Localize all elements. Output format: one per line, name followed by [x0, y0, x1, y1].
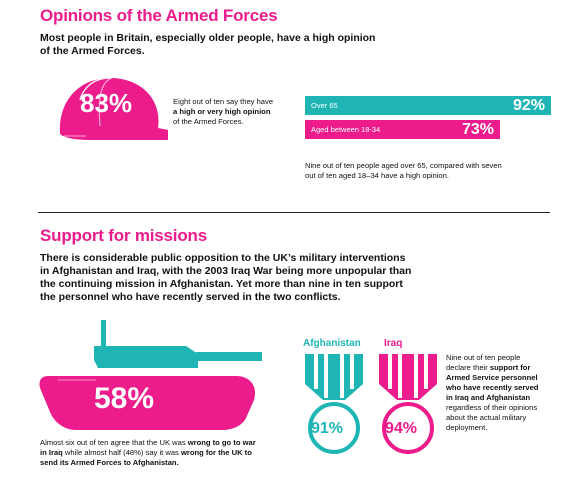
- medal-text-line: regardless of their opinions: [446, 403, 538, 412]
- medal-text-line: deployment.: [446, 423, 488, 432]
- section-lead-opinions: Most people in Britain, especially older…: [40, 32, 375, 58]
- medal-label-iraq: Iraq: [384, 338, 403, 349]
- note-line: out of ten aged 18–34 have a high opinio…: [305, 171, 449, 180]
- opinion-bar-percent: 73%: [461, 121, 494, 138]
- note-line: Nine out of ten people aged over 65, com…: [305, 161, 502, 170]
- helmet-text-bold: a high or very high opinion: [173, 107, 271, 116]
- section-title-opinions: Opinions of the Armed Forces: [40, 6, 278, 25]
- tank-text-line: Almost six out of ten agree that the UK …: [40, 438, 310, 448]
- tank-text-bold: wrong for the UK to: [180, 448, 252, 457]
- tank-text-bold: in Iraq: [40, 448, 63, 457]
- tank-percent: 58%: [94, 382, 155, 415]
- medal-text-line: Armed Service personnel: [446, 373, 538, 382]
- lead-line: Most people in Britain, especially older…: [40, 32, 376, 44]
- medal-text-line: in Iraq and Afghanistan: [446, 393, 531, 402]
- medal-text-bold: support for: [489, 363, 531, 372]
- opinion-bar-label: Aged between 18-34: [311, 125, 381, 134]
- helmet-text-line: of the Armed Forces.: [173, 117, 244, 126]
- tank-text-part: Almost six out of ten agree that the UK …: [40, 438, 188, 447]
- section-lead-missions: There is considerable public opposition …: [40, 252, 411, 304]
- tank-text-line: send its Armed Forces to Afghanistan.: [40, 458, 310, 468]
- medal-text-line: who have recently served: [446, 383, 539, 392]
- medal-label-afghanistan: Afghanistan: [303, 338, 361, 349]
- medal-text-line: about the actual military: [446, 413, 527, 422]
- tank-description: Almost six out of ten agree that the UK …: [40, 438, 310, 468]
- helmet-icon: [59, 77, 168, 140]
- medal-text-line: Nine out of ten people: [446, 353, 521, 362]
- medal-text-line: declare their support for: [446, 363, 566, 373]
- medal-percent-afghanistan: 91%: [311, 420, 344, 437]
- opinion-bar-percent: 92%: [512, 97, 545, 114]
- tank-text-bold: send its Armed Forces to Afghanistan.: [40, 458, 179, 467]
- helmet-percent: 83%: [80, 88, 133, 118]
- tank-icon: [39, 320, 262, 430]
- bars-note: Nine out of ten people aged over 65, com…: [305, 161, 502, 181]
- section-divider: [38, 212, 550, 213]
- lead-line: There is considerable public opposition …: [40, 252, 406, 264]
- lead-line: of the Armed Forces.: [40, 45, 145, 57]
- tank-text-part: while almost half (48%) say it was: [62, 448, 181, 457]
- medal-text-part: declare their: [446, 363, 490, 372]
- lead-line: the continuing mission in Afghanistan. Y…: [40, 278, 403, 290]
- tank-text-line: in Iraq while almost half (48%) say it w…: [40, 448, 310, 458]
- lead-line: in Afghanistan and Iraq, with the 2003 I…: [40, 265, 412, 277]
- opinion-bar: Aged between 18-34 73%: [305, 120, 500, 139]
- opinion-bar-label: Over 65: [311, 101, 338, 110]
- opinion-bar: Over 65 92%: [305, 96, 551, 115]
- medal-description: Nine out of ten people declare their sup…: [446, 353, 566, 433]
- medal-icon: [305, 354, 363, 454]
- medal-icon: [379, 354, 437, 454]
- tank-text-bold: wrong to go to war: [187, 438, 256, 447]
- section-title-missions: Support for missions: [40, 226, 207, 245]
- lead-line: the personnel who have recently served i…: [40, 291, 341, 303]
- helmet-description: Eight out of ten say they have a high or…: [173, 97, 293, 127]
- medal-percent-iraq: 94%: [385, 420, 418, 437]
- helmet-text-line: Eight out of ten say they have: [173, 97, 274, 106]
